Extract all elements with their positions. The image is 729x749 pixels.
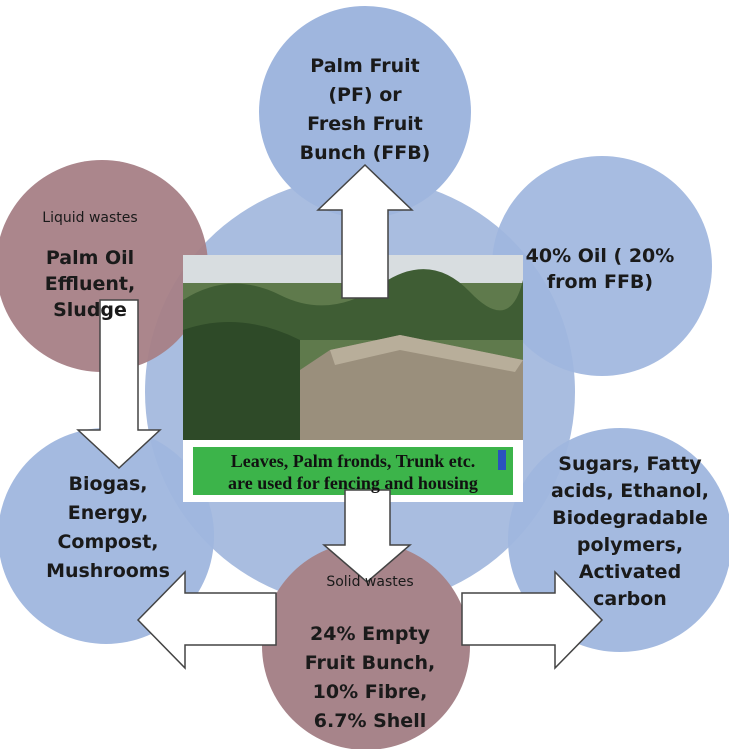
node-label: Mushrooms [46,560,170,582]
node-label: carbon [593,588,667,610]
node-label: Compost, [57,531,158,553]
diagram: Palm Fruit (PF) or Fresh Fruit Bunch (FFB) 4… [0,0,729,749]
node-label: Sludge [53,299,127,321]
node-label: Fresh Fruit [307,113,423,135]
node-label: Sugars, Fatty [558,453,702,475]
node-label: (PF) or [328,84,402,106]
node-label: 40% Oil ( 20% [526,245,675,267]
node-label: 10% Fibre, [313,681,428,703]
caption-text: are used for fencing and housing [228,473,478,493]
node-label: Effluent, [45,273,135,295]
caption-text: Leaves, Palm fronds, Trunk etc. [231,451,476,471]
node-heading: Solid wastes [326,574,413,590]
node-label: Energy, [68,502,149,524]
cursor [498,450,506,470]
node-label: Fruit Bunch, [305,652,435,674]
node-label: Palm Oil [46,247,134,269]
node-label: from FFB) [547,271,653,293]
node-label: Biogas, [69,473,148,495]
node-label: Palm Fruit [310,55,419,77]
node-label: 6.7% Shell [314,710,426,732]
node-label: 24% Empty [310,623,431,645]
node-label: acids, Ethanol, [551,480,709,502]
page: {"nodes": [ {"id": "fruit", "lines": ["P… [0,0,729,749]
node-label: polymers, [577,534,683,556]
node-label: Activated [579,561,681,583]
node-label: Bunch (FFB) [300,142,431,164]
node-label: Biodegradable [552,507,708,529]
node-heading: Liquid wastes [42,210,137,226]
